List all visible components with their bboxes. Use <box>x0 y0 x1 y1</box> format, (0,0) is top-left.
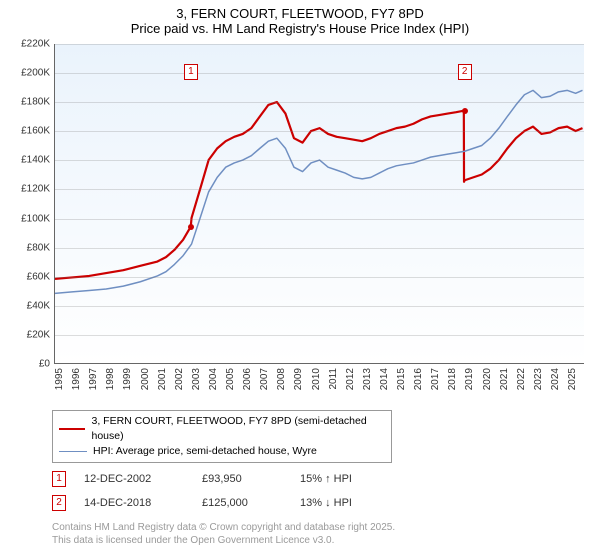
chart-area: £0 £20K £40K £60K £80K £100K £120K £140K £160K £1… <box>10 38 590 408</box>
x-tick-label: 1997 <box>88 368 99 390</box>
plot-area: 12 <box>54 44 584 364</box>
y-tick-label: £0 <box>10 359 50 370</box>
x-tick-label: 1998 <box>105 368 116 390</box>
x-tick-label: 1995 <box>54 368 65 390</box>
event-row: 1 12-DEC-2002 £93,950 15% ↑ HPI <box>52 467 600 491</box>
legend-row: HPI: Average price, semi-detached house,… <box>59 444 385 459</box>
y-gridline <box>55 73 584 74</box>
x-tick-label: 2020 <box>482 368 493 390</box>
marker-badge-1: 1 <box>184 64 198 80</box>
event-delta: 13% ↓ HPI <box>300 497 390 509</box>
y-gridline <box>55 131 584 132</box>
chart-container: 3, FERN COURT, FLEETWOOD, FY7 8PD Price … <box>0 0 600 560</box>
attribution: Contains HM Land Registry data © Crown c… <box>52 521 600 547</box>
y-gridline <box>55 44 584 45</box>
x-tick-label: 1996 <box>71 368 82 390</box>
y-tick-label: £60K <box>10 271 50 282</box>
y-tick-label: £80K <box>10 242 50 253</box>
event-date: 12-DEC-2002 <box>84 473 184 485</box>
y-gridline <box>55 335 584 336</box>
x-tick-label: 2000 <box>140 368 151 390</box>
legend-label: HPI: Average price, semi-detached house,… <box>93 444 317 459</box>
attribution-line2: This data is licensed under the Open Gov… <box>52 534 600 547</box>
x-tick-label: 2004 <box>208 368 219 390</box>
series-hpi <box>55 90 583 293</box>
event-price: £125,000 <box>202 497 282 509</box>
y-tick-label: £180K <box>10 97 50 108</box>
x-tick-label: 1999 <box>122 368 133 390</box>
x-tick-label: 2013 <box>362 368 373 390</box>
title-block: 3, FERN COURT, FLEETWOOD, FY7 8PD Price … <box>0 0 600 38</box>
y-gridline <box>55 248 584 249</box>
y-gridline <box>55 219 584 220</box>
x-tick-label: 2023 <box>533 368 544 390</box>
event-badge: 1 <box>52 471 66 487</box>
event-badge: 2 <box>52 495 66 511</box>
x-tick-label: 2010 <box>311 368 322 390</box>
x-tick-label: 2006 <box>242 368 253 390</box>
y-gridline <box>55 160 584 161</box>
y-tick-label: £100K <box>10 213 50 224</box>
y-gridline <box>55 277 584 278</box>
x-tick-label: 2017 <box>430 368 441 390</box>
x-tick-label: 2005 <box>225 368 236 390</box>
events-table: 1 12-DEC-2002 £93,950 15% ↑ HPI 2 14-DEC-2018… <box>52 467 600 515</box>
x-tick-label: 2018 <box>447 368 458 390</box>
line-series-svg <box>55 44 584 363</box>
x-tick-label: 2015 <box>396 368 407 390</box>
y-tick-label: £40K <box>10 300 50 311</box>
x-tick-label: 2003 <box>191 368 202 390</box>
x-tick-label: 2002 <box>174 368 185 390</box>
y-tick-label: £120K <box>10 184 50 195</box>
marker-badge-2: 2 <box>458 64 472 80</box>
event-delta: 15% ↑ HPI <box>300 473 390 485</box>
legend-swatch <box>59 451 87 452</box>
legend-box: 3, FERN COURT, FLEETWOOD, FY7 8PD (semi-… <box>52 410 392 463</box>
marker-dot-2 <box>462 108 468 114</box>
x-tick-label: 2012 <box>345 368 356 390</box>
y-tick-label: £220K <box>10 39 50 50</box>
y-gridline <box>55 189 584 190</box>
y-gridline <box>55 306 584 307</box>
attribution-line1: Contains HM Land Registry data © Crown c… <box>52 521 600 534</box>
x-tick-label: 2014 <box>379 368 390 390</box>
legend-row: 3, FERN COURT, FLEETWOOD, FY7 8PD (semi-… <box>59 414 385 444</box>
x-tick-label: 2024 <box>550 368 561 390</box>
y-axis: £0£20K£40K£60K£80K£100K£120K£140K£160K£1… <box>10 44 54 364</box>
x-tick-label: 2016 <box>413 368 424 390</box>
x-tick-label: 2019 <box>464 368 475 390</box>
x-tick-label: 2025 <box>567 368 578 390</box>
y-tick-label: £20K <box>10 329 50 340</box>
x-tick-label: 2009 <box>293 368 304 390</box>
event-row: 2 14-DEC-2018 £125,000 13% ↓ HPI <box>52 491 600 515</box>
x-axis: 1995 1996 1997 1998 1999 2000 2001 2002 2003 2004… <box>54 366 584 406</box>
title-address: 3, FERN COURT, FLEETWOOD, FY7 8PD <box>0 6 600 21</box>
y-tick-label: £200K <box>10 68 50 79</box>
x-tick-label: 2021 <box>499 368 510 390</box>
legend-label: 3, FERN COURT, FLEETWOOD, FY7 8PD (semi-… <box>91 414 385 444</box>
event-date: 14-DEC-2018 <box>84 497 184 509</box>
legend-swatch <box>59 428 85 430</box>
x-tick-label: 2008 <box>276 368 287 390</box>
x-tick-label: 2022 <box>516 368 527 390</box>
y-tick-label: £160K <box>10 126 50 137</box>
title-subtitle: Price paid vs. HM Land Registry's House … <box>0 21 600 36</box>
marker-dot-1 <box>188 224 194 230</box>
y-tick-label: £140K <box>10 155 50 166</box>
x-tick-label: 2011 <box>328 368 339 390</box>
x-tick-label: 2001 <box>157 368 168 390</box>
y-gridline <box>55 102 584 103</box>
x-tick-label: 2007 <box>259 368 270 390</box>
event-price: £93,950 <box>202 473 282 485</box>
